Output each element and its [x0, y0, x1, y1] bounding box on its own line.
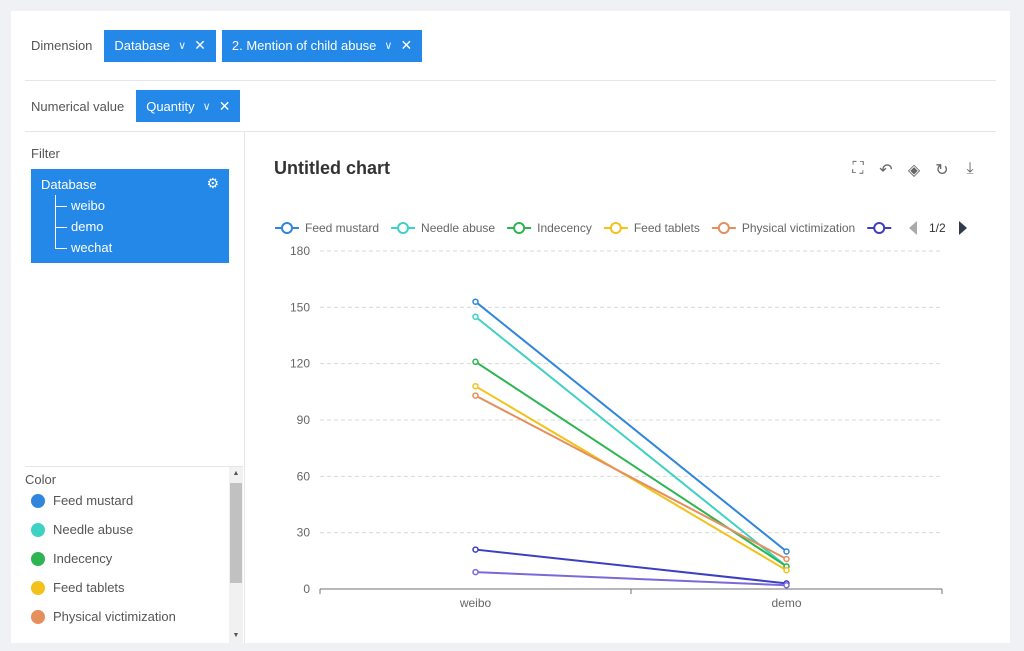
legend-marker[interactable] [873, 222, 886, 234]
scrollbar-thumb[interactable] [230, 483, 242, 583]
tree-root-database[interactable]: Database [41, 177, 97, 192]
data-point[interactable] [472, 382, 479, 390]
chart-title: Untitled chart [274, 158, 391, 178]
color-item-feed-tablets[interactable]: Feed tablets [31, 580, 125, 595]
gear-icon[interactable]: ⚙ [206, 175, 219, 191]
legend-marker[interactable] [397, 222, 410, 234]
tree-connector [55, 206, 67, 207]
series-line[interactable] [474, 360, 788, 568]
zoom-icon[interactable]: ⛶ [852, 160, 864, 177]
scroll-down-icon[interactable]: ▼ [232, 632, 240, 639]
chart-area: Untitled chart ⛶ ↶ ◈ ↻ ⤓ 0 30 60 90 120 150 18… [245, 132, 1010, 643]
data-point[interactable] [472, 358, 479, 366]
dimension-row: Dimension Database ∨ ✕ 2. Mention of chi… [25, 11, 996, 81]
dimension-chip-child-abuse[interactable]: 2. Mention of child abuse ∨ ✕ [221, 29, 423, 62]
data-point[interactable] [472, 313, 479, 320]
tree-item-demo[interactable]: demo [71, 219, 104, 234]
zoom-reset-icon[interactable]: ↶ [879, 162, 893, 179]
close-icon[interactable]: ✕ [218, 97, 231, 114]
scrollbar[interactable]: ▲ ▼ [229, 467, 243, 643]
series-line[interactable] [474, 315, 788, 568]
legend-label[interactable]: Indecency [537, 221, 592, 235]
color-item-label: Feed tablets [53, 580, 125, 595]
filter-label: Filter [31, 146, 60, 161]
scroll-up-icon[interactable]: ▲ [232, 470, 240, 477]
legend-label[interactable]: Needle abuse [421, 221, 495, 235]
y-tick-label: 120 [290, 357, 310, 371]
y-tick-label: 180 [290, 244, 310, 258]
data-point[interactable] [472, 298, 479, 305]
numerical-chip-quantity[interactable]: Quantity ∨ ✕ [136, 90, 241, 122]
y-tick-label: 30 [297, 526, 311, 540]
data-point[interactable] [472, 568, 479, 576]
color-dot [31, 551, 45, 566]
chevron-down-icon[interactable]: ∨ [178, 40, 187, 52]
left-sidebar: Filter Database ⚙ weibo demo wechat Colo… [25, 132, 245, 643]
legend-label[interactable]: Physical victimization [742, 221, 855, 235]
chip-label: Database [114, 38, 171, 53]
data-point[interactable] [783, 555, 790, 563]
filter-tree[interactable]: Database ⚙ weibo demo wechat [31, 169, 229, 263]
color-dot [31, 493, 45, 508]
legend-next-page-icon[interactable] [959, 221, 967, 235]
tree-item-wechat[interactable]: wechat [71, 240, 113, 255]
x-tick-label: demo [771, 596, 801, 610]
tree-connector [55, 248, 67, 249]
legend-page-indicator: 1/2 [929, 221, 946, 235]
close-icon[interactable]: ✕ [194, 37, 206, 53]
series-line[interactable] [475, 571, 787, 587]
chip-label: 2. Mention of child abuse [231, 38, 377, 53]
color-item-label: Indecency [53, 551, 113, 566]
color-item-needle-abuse[interactable]: Needle abuse [31, 522, 133, 537]
tree-connector [55, 195, 56, 249]
data-point[interactable] [472, 546, 479, 553]
legend-marker[interactable] [281, 222, 293, 234]
data-point[interactable] [472, 392, 479, 399]
color-item-feed-mustard[interactable]: Feed mustard [31, 493, 133, 508]
data-point[interactable] [783, 566, 790, 574]
main-panel: Dimension Database ∨ ✕ 2. Mention of chi… [11, 11, 1010, 643]
chevron-down-icon[interactable]: ∨ [384, 40, 393, 52]
legend-marker[interactable] [513, 222, 526, 234]
chart-toolbox: ⛶ ↶ ◈ ↻ ⤓ [848, 160, 980, 180]
data-point[interactable] [783, 581, 790, 589]
legend-marker[interactable] [717, 222, 730, 234]
color-title: Color [25, 472, 57, 487]
legend-prev-page-icon[interactable] [909, 221, 917, 235]
color-item-physical-victimization[interactable]: Physical victimization [31, 609, 176, 624]
stack-icon[interactable]: ◈ [907, 162, 921, 179]
color-dot [31, 580, 45, 595]
refresh-icon[interactable]: ↻ [935, 162, 949, 179]
dimension-chip-database[interactable]: Database ∨ ✕ [104, 29, 216, 62]
color-item-indecency[interactable]: Indecency [31, 551, 112, 566]
x-tick-label: weibo [459, 596, 492, 610]
y-tick-label: 90 [297, 413, 311, 427]
data-point[interactable] [783, 548, 790, 555]
tree-item-weibo[interactable]: weibo [71, 198, 105, 213]
line-chart: 0 30 60 90 120 150 180 weibo demo Feed mustard Nee… [275, 221, 967, 610]
numerical-label: Numerical value [31, 98, 125, 114]
color-item-label: Feed mustard [53, 493, 134, 508]
color-item-label: Needle abuse [53, 522, 134, 537]
y-tick-label: 60 [297, 469, 311, 483]
download-icon[interactable]: ⤓ [966, 160, 974, 177]
legend-label[interactable]: Feed tablets [634, 221, 700, 235]
y-tick-label: 150 [290, 300, 310, 314]
y-tick-label: 0 [303, 582, 310, 596]
numerical-row: Numerical value Quantity ∨ ✕ [25, 81, 996, 132]
series-line[interactable] [475, 548, 787, 585]
color-item-label: Physical victimization [53, 609, 176, 624]
close-icon[interactable]: ✕ [400, 37, 413, 53]
dimension-label: Dimension [31, 38, 93, 53]
chevron-down-icon[interactable]: ∨ [202, 100, 211, 113]
color-panel: Color Feed mustard Needle abuse Indecenc… [25, 466, 243, 643]
series-line[interactable] [475, 394, 787, 560]
chip-label: Quantity [146, 98, 195, 114]
tree-connector [55, 227, 67, 228]
color-dot [31, 609, 45, 624]
legend-label[interactable]: Feed mustard [305, 221, 379, 235]
series-line[interactable] [474, 300, 788, 553]
legend-marker[interactable] [609, 222, 622, 234]
color-dot [31, 522, 45, 537]
